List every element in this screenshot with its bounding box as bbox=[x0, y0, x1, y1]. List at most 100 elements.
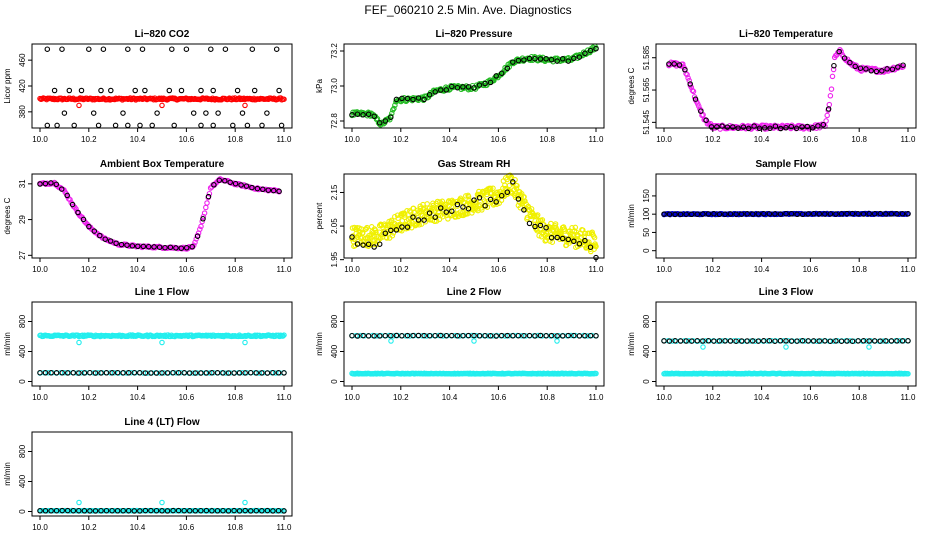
data-point-fill-point bbox=[690, 88, 697, 95]
data-point-outline-point bbox=[532, 223, 538, 230]
data-point-fill-point bbox=[450, 198, 456, 205]
x-tick-label: 11.0 bbox=[277, 265, 293, 274]
data-point-outline-point bbox=[582, 237, 588, 244]
x-tick-label: 10.0 bbox=[32, 135, 48, 144]
data-point-outline-point bbox=[349, 234, 355, 240]
y-tick-label: 2.05 bbox=[330, 218, 339, 234]
data-point-outline-point bbox=[460, 84, 466, 90]
data-point-outline-point bbox=[443, 332, 450, 339]
data-point-outline-point bbox=[114, 369, 121, 376]
data-point-outline-point bbox=[465, 84, 472, 90]
data-point-outline-point bbox=[171, 122, 177, 129]
y-tick-label: 400 bbox=[330, 344, 339, 358]
data-point-outline-point bbox=[37, 369, 43, 376]
data-point-outline-point bbox=[443, 209, 450, 215]
data-point-outline-point bbox=[515, 57, 522, 64]
data-point-outline-point bbox=[42, 508, 49, 514]
data-point-outline-point bbox=[209, 508, 215, 514]
data-point-outline-point bbox=[883, 338, 889, 344]
data-point-fill-point bbox=[584, 245, 590, 251]
data-point-outline-point bbox=[51, 87, 58, 94]
x-tick-label: 10.0 bbox=[344, 135, 360, 144]
data-point-outline-point bbox=[482, 80, 488, 87]
data-point-outline-point bbox=[705, 338, 712, 344]
panel-co2: Li−820 CO2 Licor ppm 10.0 10.2 10.4 10.6 10.8 1… bbox=[3, 29, 293, 144]
data-point-outline-point bbox=[661, 338, 667, 344]
data-point-outline-point bbox=[825, 106, 832, 112]
data-point-fill-point bbox=[349, 236, 355, 242]
data-point-outline-point bbox=[225, 370, 232, 376]
data-point-outline-point bbox=[449, 83, 455, 90]
data-point-outline-point bbox=[888, 211, 895, 217]
data-point-fill-point bbox=[198, 223, 204, 230]
y-tick-label: 31 bbox=[18, 179, 27, 188]
data-point-outline-point bbox=[264, 110, 270, 116]
data-point-outline-point bbox=[112, 122, 119, 129]
y-tick-label: 400 bbox=[18, 344, 27, 358]
data-point-outline-point bbox=[900, 62, 906, 68]
data-point-outline-point bbox=[454, 333, 461, 339]
data-point-fill-point bbox=[204, 200, 210, 206]
data-point-outline-point bbox=[231, 507, 237, 514]
data-point-outline-point bbox=[139, 46, 146, 52]
data-point-outline-point bbox=[86, 223, 92, 230]
x-tick-label: 11.0 bbox=[277, 135, 293, 144]
data-point-outline-point bbox=[482, 332, 488, 339]
data-point-outline-point bbox=[259, 508, 265, 514]
data-point-outline-point bbox=[91, 228, 98, 234]
data-point-outline-point bbox=[871, 211, 878, 217]
data-point-outline-point bbox=[399, 95, 405, 102]
data-point-fill-point bbox=[534, 227, 540, 234]
y-tick-label: 51.565 bbox=[642, 77, 651, 102]
data-point-outline-point bbox=[593, 333, 599, 339]
data-point-outline-point bbox=[700, 338, 706, 344]
data-point-fill-point bbox=[827, 93, 834, 99]
y-axis-label: degrees C bbox=[627, 67, 636, 104]
data-point-outline-point bbox=[873, 68, 880, 75]
x-tick-label: 10.6 bbox=[179, 393, 195, 402]
data-point-outline-point bbox=[705, 211, 712, 217]
data-point-outline-point bbox=[210, 122, 216, 129]
data-point-outline-point bbox=[871, 338, 878, 344]
data-point-outline-point bbox=[78, 87, 85, 94]
data-point-outline-point bbox=[178, 87, 185, 94]
data-point-fill-point bbox=[850, 62, 856, 69]
data-point-outline-point bbox=[711, 211, 717, 217]
x-tick-label: 11.0 bbox=[277, 523, 293, 532]
data-point-outline-point bbox=[783, 210, 789, 217]
data-point-outline-point bbox=[587, 244, 594, 250]
data-point-outline-point bbox=[132, 87, 138, 94]
x-tick-label: 10.4 bbox=[754, 393, 770, 402]
data-point-outline-point bbox=[838, 338, 845, 344]
data-point-outline-point bbox=[521, 207, 527, 213]
data-point-outline-point bbox=[66, 87, 73, 94]
data-point-outline-point bbox=[170, 507, 176, 514]
data-point-outline-point bbox=[253, 370, 260, 376]
y-tick-label: 50 bbox=[642, 227, 651, 236]
x-tick-label: 10.8 bbox=[539, 393, 555, 402]
data-point-fill-point bbox=[680, 61, 686, 67]
data-point-outline-point bbox=[376, 333, 383, 339]
data-point-fill-point bbox=[554, 338, 560, 344]
plot-frame bbox=[655, 43, 917, 129]
data-point-outline-point bbox=[460, 204, 466, 210]
data-point-outline-point bbox=[526, 55, 533, 62]
data-point-outline-point bbox=[393, 332, 400, 339]
data-point-fill-point bbox=[401, 212, 408, 218]
figure-title: FEF_060210 2.5 Min. Ave. Diagnostics bbox=[364, 3, 571, 17]
data-point-outline-point bbox=[48, 180, 54, 186]
data-point-fill-point bbox=[463, 193, 469, 199]
data-point-outline-point bbox=[53, 507, 60, 514]
x-tick-label: 10.2 bbox=[81, 393, 97, 402]
data-point-outline-point bbox=[232, 180, 239, 187]
data-point-fill-point bbox=[532, 213, 538, 219]
data-point-outline-point bbox=[125, 370, 132, 376]
data-point-outline-point bbox=[844, 210, 850, 217]
data-point-outline-point bbox=[137, 122, 143, 129]
data-point-outline-point bbox=[365, 111, 372, 118]
data-point-outline-point bbox=[154, 110, 160, 116]
y-axis-label: degrees C bbox=[3, 197, 12, 234]
data-point-fill-point bbox=[503, 66, 509, 73]
data-point-outline-point bbox=[140, 243, 147, 250]
data-point-outline-point bbox=[186, 508, 193, 514]
